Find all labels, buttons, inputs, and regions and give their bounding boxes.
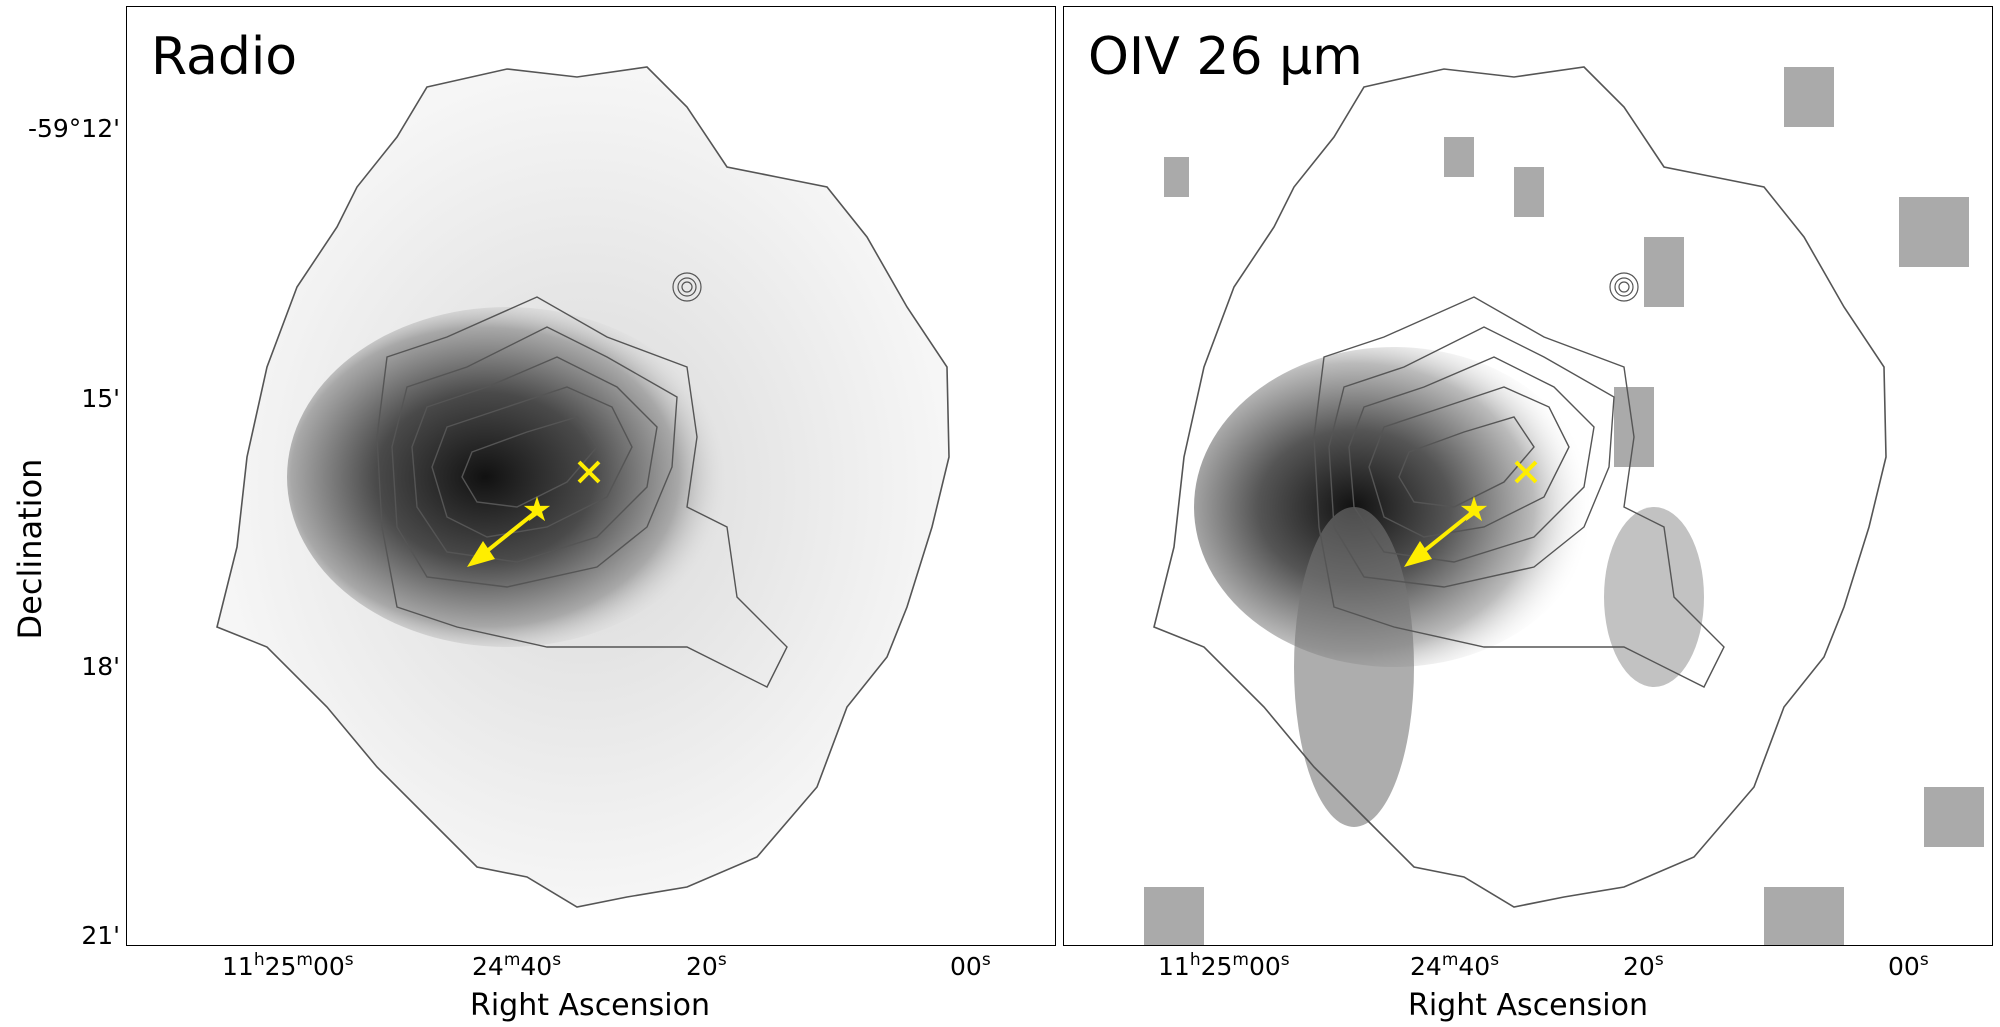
contour-5 xyxy=(1398,416,1535,508)
arrow-line xyxy=(1417,509,1476,557)
contour-1 xyxy=(376,296,788,688)
x-axis-label: Right Ascension xyxy=(470,988,710,1023)
arrow-line xyxy=(480,509,539,557)
contour-3 xyxy=(1348,356,1595,563)
x-tick-label: 11h25m00s xyxy=(222,950,354,981)
x-tick-label: 24m40s xyxy=(472,950,562,981)
contour-3 xyxy=(411,356,658,563)
contour-2 xyxy=(391,326,678,588)
x-tick-label: 24m40s xyxy=(1410,950,1500,981)
x-marker xyxy=(1514,460,1538,484)
arrow-head xyxy=(1404,541,1432,567)
y-tick-label: 18' xyxy=(81,652,120,681)
oiv-image: ★ xyxy=(1144,66,1984,945)
point-source-contours xyxy=(1609,272,1639,302)
oiv-panel: ★ OIV 26 μm xyxy=(1063,6,1993,946)
y-axis-label: Declination xyxy=(11,458,49,640)
bright-core xyxy=(287,307,727,647)
x-axis-label: Right Ascension xyxy=(1408,988,1648,1023)
outer-contour xyxy=(1153,66,1887,908)
x-tick-label: 20s xyxy=(1623,950,1664,981)
contour-2 xyxy=(1328,326,1615,588)
oiv-knot xyxy=(1604,507,1704,687)
y-tick-label: -59°12' xyxy=(27,114,120,143)
oiv-filament xyxy=(1294,507,1414,827)
noise-patches xyxy=(1144,67,1984,945)
point-source-contours xyxy=(672,272,702,302)
contour-5 xyxy=(461,416,598,508)
x-marker xyxy=(577,460,601,484)
oiv-core xyxy=(1194,347,1594,667)
x-tick-label: 00s xyxy=(950,950,991,981)
x-tick-label: 20s xyxy=(686,950,727,981)
radio-panel: ★ Radio xyxy=(126,6,1056,946)
star-marker: ★ xyxy=(1459,490,1489,530)
contour-4 xyxy=(1368,386,1570,538)
radio-image: ★ xyxy=(216,66,950,908)
contour-4 xyxy=(431,386,633,538)
contour-1 xyxy=(1313,296,1725,688)
radio-title: Radio xyxy=(151,27,298,87)
y-tick-label: 15' xyxy=(81,384,120,413)
arrow-head xyxy=(467,541,495,567)
star-marker: ★ xyxy=(522,490,552,530)
x-tick-label: 11h25m00s xyxy=(1158,950,1290,981)
x-tick-label: 00s xyxy=(1888,950,1929,981)
oiv-title: OIV 26 μm xyxy=(1088,27,1363,87)
y-tick-label: 21' xyxy=(81,921,120,950)
